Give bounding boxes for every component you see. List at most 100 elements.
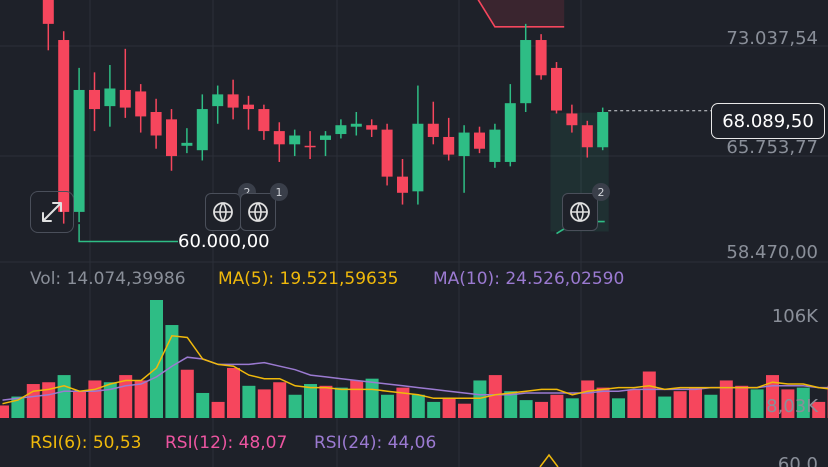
volume-ma10-label: MA(10): 24.526,02590 [433,269,625,289]
volume-bar [550,394,564,418]
volume-bar [689,387,702,418]
volume-bar [473,380,487,418]
candle-body [150,112,162,136]
volume-ma5-line [2,334,828,405]
volume-bar [26,384,40,418]
candle-body [350,123,362,127]
volume-bars [0,300,828,418]
rsi-tick: 60,0 [778,454,818,467]
candle-body [258,109,270,132]
candle-body [489,129,501,162]
rsi6-label: RSI(6): 50,53 [30,433,142,453]
volume-bar [411,394,425,418]
volume-ma-lines [2,334,828,467]
candle-body [181,142,193,146]
candle-body [551,67,562,111]
volume-bar [396,387,410,418]
candle-body [581,125,593,148]
volume-bar [11,396,25,418]
current-price-tag[interactable]: 68.089,50 [711,103,825,139]
volume-bar [211,401,225,418]
low-marker-line [78,224,178,243]
volume-bar [196,392,210,418]
y-tick-upper: 73.037,54 [726,28,818,49]
candle-body [458,132,470,157]
event-marker-2[interactable] [240,193,276,231]
globe-icon [213,202,233,222]
volume-bar [750,389,764,418]
rsi-line [539,453,559,467]
volume-bar [596,387,610,418]
volume-bar [565,398,579,418]
volume-bar [242,385,256,418]
volume-bar [673,391,687,418]
volume-bar [134,380,148,418]
volume-bar [319,385,333,418]
volume-bar [642,371,656,418]
candle-body [196,109,208,151]
volume-tick-top: 106K [772,306,819,327]
volume-label: Vol: 14.074,39986 [30,269,186,289]
candle-body [443,136,455,155]
volume-bar [227,367,240,418]
volume-bar [334,387,348,418]
volume-bar [165,325,179,418]
marker-badge-3: 2 [592,183,610,201]
candle-body [73,89,85,212]
candle-body [166,119,177,157]
candle-body [597,112,609,148]
volume-bar [658,396,672,418]
low-price-label: 60.000,00 [178,231,270,252]
volume-bar [257,389,271,418]
volume-bar [42,382,56,418]
volume-bar [427,401,441,418]
marker-badge-2: 1 [270,183,288,201]
candle-body [335,125,347,135]
candle-body [58,40,70,212]
volume-bar [535,401,548,418]
candle-body [366,125,378,130]
volume-bar [735,385,749,418]
candle-body [89,89,100,110]
candle-body [397,176,408,193]
volume-bar [150,300,163,418]
volume-bar [273,382,287,418]
event-marker-1[interactable] [205,193,241,231]
candle-body [212,94,224,107]
volume-tick-bottom: 8,03K [766,396,819,417]
volume-bar [57,375,71,418]
volume-bar [350,380,364,418]
candles [42,0,609,224]
volume-bar [796,387,810,418]
volume-bar [442,398,456,418]
candle-body [304,145,316,148]
candle-body [566,113,578,126]
candle-body [412,123,424,192]
candle-body [104,88,116,107]
candle-body [273,131,285,145]
volume-ma5-label: MA(5): 19.521,59635 [218,269,399,289]
candle-body [227,94,239,108]
expand-button[interactable] [30,191,74,233]
event-marker-3[interactable] [562,193,598,231]
globe-icon [248,202,268,222]
candle-body [243,104,254,110]
volume-bar [612,398,625,418]
volume-bar [504,391,518,418]
volume-bar [0,405,9,418]
volume-bar [288,394,302,418]
candle-body [504,103,516,162]
volume-bar [458,403,471,418]
candle-body [381,129,393,177]
y-tick-mid: 65.753,77 [726,137,818,158]
volume-bar [719,380,733,418]
volume-bar [381,394,394,418]
volume-bar [704,394,718,418]
candle-body [520,40,532,104]
expand-icon [42,202,62,222]
volume-bar [73,391,86,418]
candle-body [535,40,547,76]
volume-bar [781,389,795,418]
